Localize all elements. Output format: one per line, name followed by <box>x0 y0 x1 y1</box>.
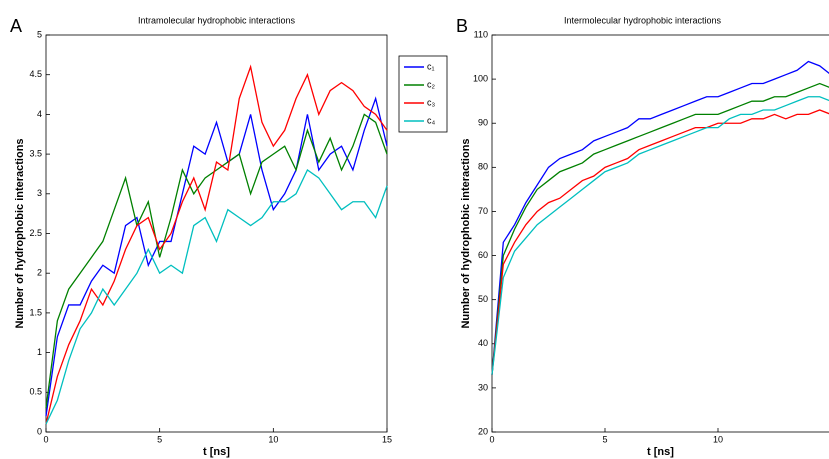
y-axis-label: Number of hydrophobic interactions <box>460 138 472 328</box>
y-tick-label: 50 <box>478 294 488 304</box>
series-line <box>491 96 829 375</box>
x-tick-label: 0 <box>489 434 494 444</box>
y-tick-label: 60 <box>478 250 488 260</box>
y-tick-label: 0.5 <box>29 387 42 397</box>
chart-title: Intramolecular hydrophobic interactions <box>138 15 296 25</box>
y-tick-label: 1.5 <box>29 307 42 317</box>
series-line <box>491 82 829 375</box>
x-tick-label: 10 <box>713 434 723 444</box>
y-tick-label: 110 <box>474 29 488 39</box>
series-line <box>45 169 388 425</box>
series-line <box>45 96 388 417</box>
series-line <box>491 60 829 375</box>
legend-box <box>398 55 448 133</box>
y-axis-label: Number of hydrophobic interactions <box>14 138 26 328</box>
y-tick-label: 2.5 <box>29 228 42 238</box>
legend-label: c₃ <box>427 97 436 107</box>
y-tick-label: 90 <box>478 118 488 128</box>
y-tick-label: 4.5 <box>29 69 42 79</box>
y-tick-label: 1 <box>37 347 42 357</box>
y-tick-label: 20 <box>478 426 488 436</box>
y-tick-label: 40 <box>478 338 488 348</box>
y-tick-label: 70 <box>478 206 488 216</box>
x-tick-label: 5 <box>157 434 162 444</box>
y-tick-label: 80 <box>478 162 488 172</box>
y-tick-label: 100 <box>473 73 488 83</box>
x-axis-label: t [ns] <box>203 446 230 458</box>
y-tick-label: 3 <box>37 188 42 198</box>
chart-title: Intermolecular hydrophobic interactions <box>564 15 722 25</box>
y-tick-label: 30 <box>478 382 488 392</box>
series-line <box>491 109 829 375</box>
legend-label: c₂ <box>427 79 436 89</box>
y-tick-label: 0 <box>37 426 42 436</box>
y-tick-label: 5 <box>37 29 42 39</box>
panel-label: A <box>10 16 22 36</box>
series-line <box>45 64 388 425</box>
y-tick-label: 4 <box>37 109 42 119</box>
x-tick-label: 15 <box>382 434 392 444</box>
y-tick-label: 2 <box>37 268 42 278</box>
x-axis-label: t [ns] <box>647 446 674 458</box>
y-tick-label: 3.5 <box>29 148 42 158</box>
plot-area <box>45 34 388 433</box>
series-line <box>45 113 388 409</box>
legend-label: c₁ <box>427 61 435 71</box>
x-tick-label: 5 <box>602 434 607 444</box>
x-tick-label: 10 <box>268 434 278 444</box>
x-tick-label: 0 <box>43 434 48 444</box>
panel-label: B <box>456 16 468 36</box>
plot-area <box>491 34 829 433</box>
legend-label: c₄ <box>427 115 436 125</box>
